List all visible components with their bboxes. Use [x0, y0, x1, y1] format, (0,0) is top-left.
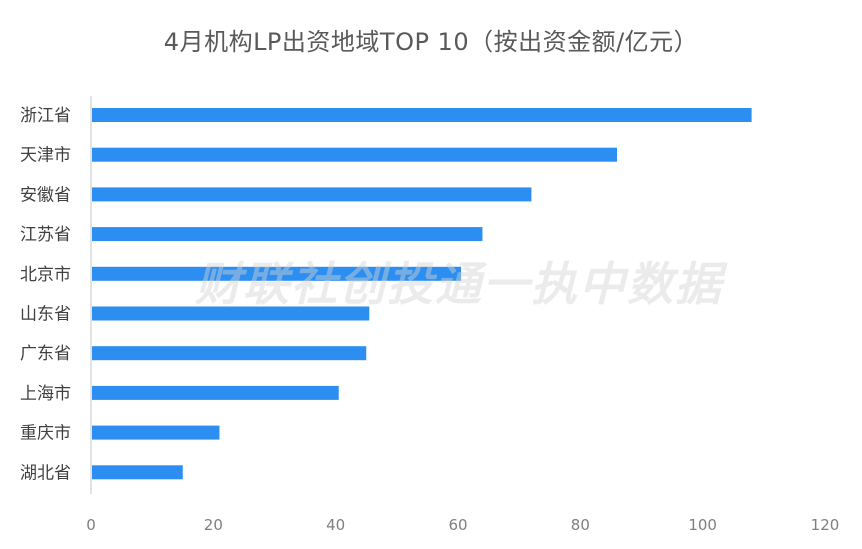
category-label: 上海市 — [20, 384, 71, 404]
x-tick-label: 0 — [86, 516, 96, 534]
x-tick-label: 100 — [688, 516, 717, 534]
bar-4 — [92, 266, 462, 281]
x-tick-label: 80 — [571, 516, 590, 534]
chart-title: 4月机构LP出资地域TOP 10（按出资金额/亿元） — [163, 28, 699, 56]
category-label: 山东省 — [20, 305, 71, 325]
x-tick-label: 60 — [448, 516, 467, 534]
bar-5 — [92, 306, 370, 321]
category-label: 北京市 — [20, 265, 71, 285]
bar-8 — [92, 425, 220, 440]
bar-6 — [92, 346, 367, 361]
x-tick-label: 40 — [326, 516, 345, 534]
category-label: 天津市 — [20, 146, 71, 166]
x-tick-label: 120 — [811, 516, 840, 534]
x-tick-label: 20 — [204, 516, 223, 534]
category-label: 湖北省 — [20, 463, 71, 483]
bar-9 — [92, 465, 183, 480]
category-label: 浙江省 — [20, 106, 71, 126]
category-label: 广东省 — [20, 344, 71, 364]
category-label: 安徽省 — [20, 185, 71, 205]
bar-7 — [92, 385, 339, 400]
category-label: 重庆市 — [20, 424, 71, 444]
category-label: 江苏省 — [20, 225, 71, 245]
bar-3 — [92, 227, 483, 242]
bar-0 — [92, 108, 752, 122]
bar-1 — [92, 147, 618, 162]
bar-2 — [92, 187, 532, 202]
